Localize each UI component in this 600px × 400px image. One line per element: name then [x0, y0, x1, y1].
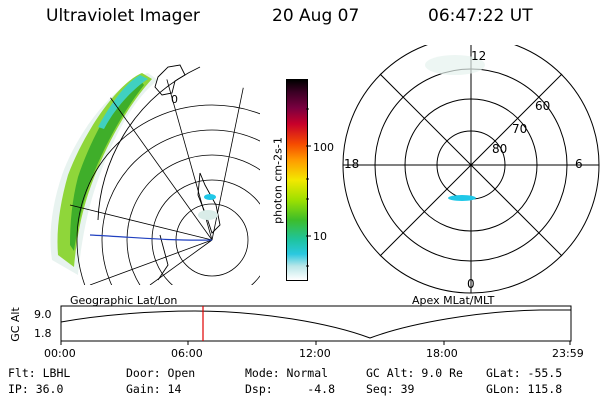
altitude-timeline: [60, 305, 572, 345]
dayglow-faint: [425, 55, 485, 75]
colorbar-tick-100: 100: [313, 141, 334, 154]
filter-readout: Flt: LBHL: [8, 366, 71, 380]
timeline-xtick-1200: 12:00: [299, 347, 331, 360]
mlt-label-6: 6: [575, 157, 583, 171]
timeline-xtick-0000: 00:00: [44, 347, 76, 360]
polar-plot: 12 0 18 6 60 70 80: [342, 45, 600, 294]
aurora-patch: [204, 194, 216, 200]
gc-alt-readout: GC Alt: 9.0 Re: [366, 366, 463, 380]
timeline-ytick-9: 9.0: [34, 308, 52, 321]
mlt-label-0: 0: [467, 277, 475, 291]
timeline-ylabel: GC Alt: [8, 307, 22, 342]
lat-label-80: 80: [492, 142, 507, 156]
door-readout: Door: Open: [126, 366, 196, 380]
aurora-oval-band: [50, 73, 158, 275]
coastline-south-america: [197, 172, 221, 234]
meridian-label: 0: [171, 93, 178, 106]
mode-readout: Mode: Normal: [245, 366, 329, 380]
glat-readout: GLat: -55.5: [486, 366, 563, 380]
timeline-xticks: [60, 341, 571, 345]
colorbar-unit-label: photon cm-2s-1: [271, 137, 285, 224]
colorbar: [286, 79, 308, 281]
satellite-track: [89, 234, 213, 241]
instrument-title: Ultraviolet Imager: [46, 6, 200, 26]
dsp-readout: Dsp: -4.8: [245, 382, 336, 396]
mlt-label-12: 12: [471, 49, 486, 63]
timeline-ytick-1.8: 1.8: [34, 327, 52, 340]
lat-label-70: 70: [512, 122, 527, 136]
lat-label-60: 60: [535, 99, 550, 113]
colorbar-ticks: [306, 108, 311, 267]
coastline-antarctica: [157, 234, 169, 281]
ip-readout: IP: 36.0: [8, 382, 64, 396]
timeline-xtick-2359: 23:59: [552, 347, 584, 360]
geographic-map-panel: 0: [50, 64, 260, 285]
mlt-label-18: 18: [344, 157, 359, 171]
gain-readout: Gain: 14: [126, 382, 182, 396]
aurora-emission: [448, 195, 476, 201]
geographic-caption: Geographic Lat/Lon: [70, 294, 178, 307]
timeline-xtick-1800: 18:00: [426, 347, 458, 360]
timeline-xtick-0600: 06:00: [171, 347, 203, 360]
coastline-nz: [154, 64, 186, 96]
colorbar-tick-10: 10: [313, 230, 327, 243]
observation-time: 06:47:22 UT: [428, 6, 533, 26]
glon-readout: GLon: 115.8: [486, 382, 563, 396]
aurora-patch-faint: [198, 210, 218, 220]
altitude-curve: [60, 309, 571, 339]
observation-date: 20 Aug 07: [272, 6, 360, 26]
polar-diagonal-2: [379, 73, 563, 257]
seq-readout: Seq: 39: [366, 382, 415, 396]
apex-caption: Apex MLat/MLT: [412, 294, 495, 307]
